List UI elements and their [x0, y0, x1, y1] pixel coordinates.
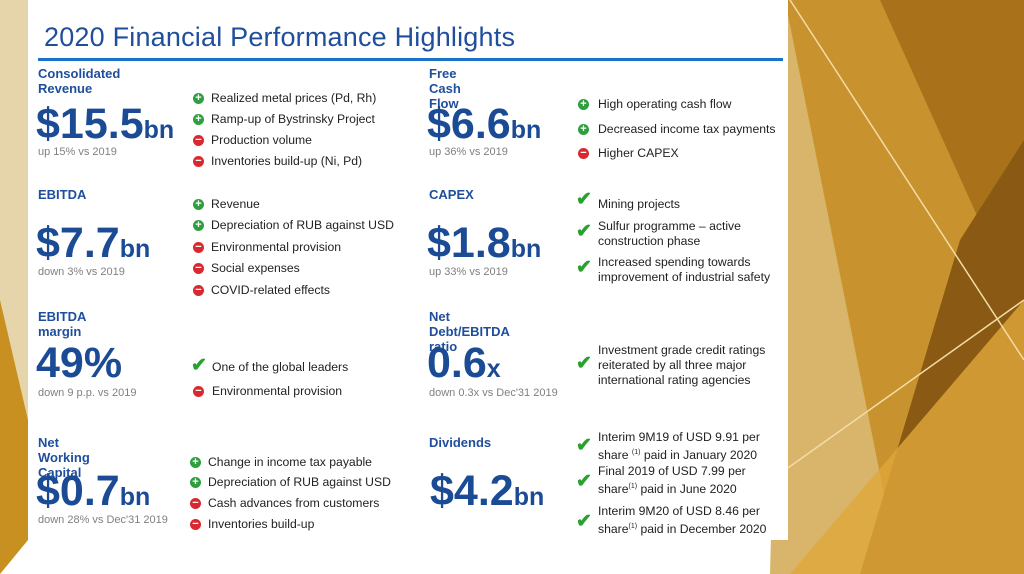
section-heading: EBITDA margin: [38, 309, 86, 339]
check-icon: ✔: [191, 355, 207, 376]
driver-item: Decreased income tax payments: [598, 122, 776, 136]
metric-value: $4.2bn: [430, 467, 545, 515]
plus-icon: +: [578, 124, 589, 135]
metric-change: down 3% vs 2019: [38, 266, 125, 278]
metric-value: $6.6bn: [427, 100, 542, 148]
check-icon: ✔: [576, 471, 592, 492]
plus-icon: +: [193, 199, 204, 210]
minus-icon: −: [190, 498, 201, 509]
section-heading: CAPEX: [429, 187, 474, 202]
driver-item: High operating cash flow: [598, 97, 732, 111]
metric-value: $1.8bn: [427, 219, 542, 267]
driver-item: Environmental provision: [211, 240, 342, 254]
plus-icon: +: [190, 457, 201, 468]
driver-item: Mining projects: [598, 197, 680, 211]
dividend-item: Interim 9M20 of USD 8.46 per share(1) pa…: [598, 504, 767, 537]
metric-value: $0.7bn: [36, 467, 151, 515]
driver-item: Higher CAPEX: [598, 146, 679, 160]
driver-item: Sulfur programme – active construction p…: [598, 219, 741, 248]
dividend-item: Final 2019 of USD 7.99 per share(1) paid…: [598, 464, 746, 497]
plus-icon: +: [193, 114, 204, 125]
driver-item: Environmental provision: [212, 384, 343, 398]
driver-item: Social expenses: [211, 261, 300, 275]
metric-change: up 15% vs 2019: [38, 146, 117, 158]
check-icon: ✔: [576, 257, 592, 278]
driver-item: Depreciation of RUB against USD: [211, 218, 394, 232]
minus-icon: −: [190, 519, 201, 530]
plus-icon: +: [578, 99, 589, 110]
slide-panel: [28, 0, 788, 540]
section-heading: EBITDA: [38, 187, 87, 202]
minus-icon: −: [193, 135, 204, 146]
metric-value: $7.7bn: [36, 219, 151, 267]
driver-item: Inventories build-up (Ni, Pd): [211, 154, 363, 168]
check-icon: ✔: [576, 189, 592, 210]
minus-icon: −: [193, 285, 204, 296]
driver-item: Production volume: [211, 133, 312, 147]
page-title: 2020 Financial Performance Highlights: [44, 22, 516, 52]
driver-item: Inventories build-up: [208, 517, 315, 531]
check-icon: ✔: [576, 511, 592, 532]
driver-item: Revenue: [211, 197, 260, 211]
check-icon: ✔: [576, 435, 592, 456]
metric-change: up 33% vs 2019: [429, 266, 508, 278]
plus-icon: +: [193, 93, 204, 104]
metric-value: 49%: [36, 339, 123, 387]
minus-icon: −: [193, 242, 204, 253]
section-heading: Dividends: [429, 435, 492, 450]
metric-change: up 36% vs 2019: [429, 146, 508, 158]
metric-change: down 9 p.p. vs 2019: [38, 387, 137, 399]
dividend-item: Interim 9M19 of USD 9.91 per share (1) p…: [598, 430, 760, 463]
metric-change: down 0.3x vs Dec'31 2019: [429, 387, 558, 399]
minus-icon: −: [193, 156, 204, 167]
section-heading: Net Working Capital: [38, 435, 90, 480]
check-icon: ✔: [576, 353, 592, 374]
driver-item: Depreciation of RUB against USD: [208, 475, 391, 489]
driver-item: Change in income tax payable: [208, 455, 372, 469]
driver-item: One of the global leaders: [212, 360, 349, 374]
minus-icon: −: [193, 386, 204, 397]
section-heading: Free Cash Flow: [429, 66, 461, 111]
metric-value: $15.5bn: [36, 100, 175, 148]
minus-icon: −: [193, 263, 204, 274]
plus-icon: +: [190, 477, 201, 488]
metric-change: down 28% vs Dec'31 2019: [38, 514, 168, 526]
title-divider: [38, 58, 783, 61]
driver-item: Realized metal prices (Pd, Rh): [211, 91, 377, 105]
check-icon: ✔: [576, 221, 592, 242]
driver-item: Cash advances from customers: [208, 496, 380, 510]
driver-item: Investment grade credit ratings reiterat…: [598, 343, 766, 387]
section-heading: Consolidated Revenue: [38, 66, 121, 96]
minus-icon: −: [578, 148, 589, 159]
section-heading: Net Debt/EBITDA ratio: [429, 309, 510, 354]
metric-value: 0.6x: [427, 339, 501, 387]
plus-icon: +: [193, 220, 204, 231]
driver-item: Ramp-up of Bystrinsky Project: [211, 112, 375, 126]
driver-item: Increased spending towards improvement o…: [598, 255, 771, 284]
driver-item: COVID-related effects: [211, 283, 330, 297]
